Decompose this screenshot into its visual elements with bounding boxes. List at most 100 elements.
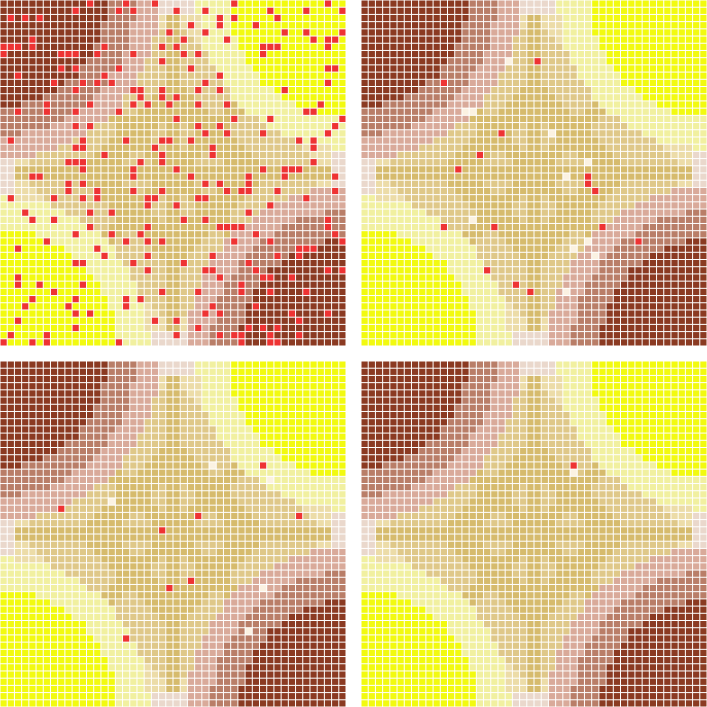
grid-cell: [50, 383, 58, 390]
grid-cell: [231, 166, 238, 173]
grid-cell: [512, 79, 520, 86]
grid-cell: [613, 22, 620, 29]
grid-cell: [476, 274, 484, 281]
grid-cell: [274, 375, 281, 383]
grid-cell: [584, 288, 592, 296]
grid-cell: [36, 339, 43, 346]
grid-cell: [296, 43, 303, 50]
grid-cell: [700, 101, 707, 108]
grid-cell: [685, 288, 693, 296]
grid-cell: [563, 274, 570, 281]
grid-cell: [187, 223, 195, 231]
grid-cell: [476, 166, 484, 173]
grid-cell: [469, 7, 476, 14]
grid-cell: [512, 317, 520, 324]
grid-cell: [50, 94, 58, 101]
grid-cell: [527, 29, 534, 36]
grid-cell: [462, 209, 469, 216]
grid-cell: [223, 411, 231, 419]
grid-cell: [520, 180, 527, 187]
grid-cell: [613, 216, 620, 223]
grid-cell: [700, 123, 707, 130]
grid-cell: [440, 87, 447, 94]
grid-cell: [87, 383, 94, 390]
grid-cell: [520, 260, 527, 267]
grid-cell: [72, 87, 79, 94]
grid-cell: [159, 22, 166, 29]
grid-cell: [151, 383, 159, 390]
grid-cell: [137, 339, 144, 346]
grid-cell: [628, 216, 635, 223]
grid-cell: [671, 238, 678, 245]
grid-cell: [584, 87, 592, 94]
grid-cell: [642, 274, 649, 281]
grid-cell: [635, 22, 642, 29]
grid-cell: [115, 368, 123, 375]
grid-cell: [36, 72, 43, 79]
grid-cell: [288, 58, 296, 65]
grid-cell: [324, 303, 332, 310]
grid-cell: [137, 288, 144, 296]
grid-cell: [649, 0, 657, 7]
grid-cell: [223, 101, 231, 108]
grid-cell: [368, 231, 375, 238]
grid-cell: [267, 383, 274, 390]
grid-cell: [252, 36, 259, 43]
grid-cell: [7, 267, 14, 274]
grid-cell: [94, 404, 101, 411]
grid-cell: [65, 288, 72, 296]
grid-cell: [22, 22, 29, 29]
grid-cell: [324, 252, 332, 259]
grid-cell: [260, 123, 267, 130]
grid-cell: [288, 22, 296, 29]
grid-cell: [577, 79, 584, 86]
grid-cell: [324, 22, 332, 29]
grid-cell: [209, 87, 216, 94]
grid-cell: [324, 14, 332, 22]
grid-cell: [339, 137, 346, 144]
grid-cell: [123, 368, 130, 375]
grid-cell: [65, 144, 72, 151]
grid-cell: [476, 223, 484, 231]
grid-cell: [260, 72, 267, 79]
grid-cell: [556, 281, 563, 288]
grid-cell: [426, 130, 433, 137]
grid-cell: [685, 187, 693, 195]
grid-cell: [123, 166, 130, 173]
grid-cell: [130, 202, 137, 209]
grid-cell: [671, 317, 678, 324]
grid-cell: [498, 79, 505, 86]
grid-cell: [151, 209, 159, 216]
grid-cell: [223, 151, 231, 159]
grid-cell: [577, 202, 584, 209]
grid-cell: [642, 216, 649, 223]
grid-cell: [115, 22, 123, 29]
grid-cell: [50, 260, 58, 267]
grid-cell: [115, 260, 123, 267]
grid-cell: [281, 209, 288, 216]
grid-cell: [72, 375, 79, 383]
grid-cell: [50, 144, 58, 151]
grid-cell: [296, 14, 303, 22]
grid-cell: [339, 296, 346, 303]
grid-cell: [548, 108, 556, 115]
grid-cell: [267, 368, 274, 375]
grid-cell: [195, 209, 202, 216]
grid-cell: [94, 202, 101, 209]
grid-cell: [584, 173, 592, 180]
grid-cell: [621, 87, 628, 94]
grid-cell: [65, 231, 72, 238]
grid-cell: [260, 108, 267, 115]
grid-cell: [642, 14, 649, 22]
grid-cell: [195, 383, 202, 390]
grid-cell: [548, 159, 556, 166]
grid-cell: [216, 202, 223, 209]
grid-cell: [404, 79, 411, 86]
grid-cell: [455, 173, 462, 180]
grid-cell: [599, 332, 606, 339]
grid-cell: [94, 260, 101, 267]
grid-cell: [426, 50, 433, 58]
grid-cell: [94, 288, 101, 296]
grid-cell: [613, 195, 620, 202]
grid-cell: [288, 383, 296, 390]
